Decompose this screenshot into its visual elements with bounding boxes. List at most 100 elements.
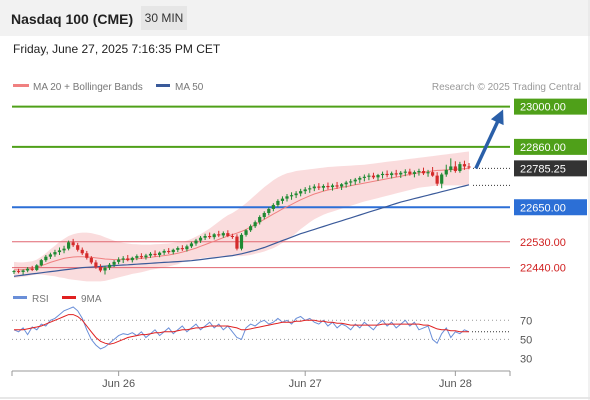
candle <box>203 233 207 241</box>
candle <box>185 244 189 252</box>
candle-body <box>303 189 307 192</box>
candle <box>71 238 75 247</box>
candle-body <box>57 250 62 253</box>
candle-body <box>299 191 303 194</box>
candle-body <box>135 256 139 258</box>
candle-body <box>330 185 335 188</box>
candle <box>226 230 230 238</box>
candle-body <box>399 172 403 175</box>
candle-body <box>226 233 230 236</box>
candle-body <box>130 257 134 261</box>
candle <box>62 245 66 254</box>
candle <box>139 253 143 259</box>
candle <box>171 248 175 255</box>
candle <box>135 254 139 261</box>
candle-body <box>162 250 166 253</box>
candle <box>126 254 130 262</box>
x-tick-label: Jun 27 <box>289 378 322 390</box>
candle-body <box>349 181 353 183</box>
candle <box>53 249 57 257</box>
candle <box>107 263 112 270</box>
rsi-panel: 70 50 30 <box>12 306 532 365</box>
candle-body <box>158 252 162 255</box>
candle-body <box>353 179 357 182</box>
candle-body <box>148 253 153 256</box>
candle-body <box>449 166 453 170</box>
candle-body <box>262 213 266 218</box>
candle <box>421 167 426 176</box>
candle-body <box>198 237 203 241</box>
candle-body <box>285 196 289 199</box>
candle <box>267 207 271 216</box>
candle-body <box>453 166 457 172</box>
level-tag <box>514 98 587 115</box>
candle-body <box>107 264 112 268</box>
timeframe-label: 30 MIN <box>145 11 184 25</box>
candle <box>312 184 316 192</box>
candle <box>399 171 403 178</box>
datetime-label: Friday, June 27, 2025 7:16:35 PM CET <box>13 42 221 56</box>
arrow-head <box>490 109 504 126</box>
candle-body <box>458 164 462 172</box>
candle <box>453 161 457 173</box>
candle <box>385 170 389 178</box>
candle <box>130 256 134 263</box>
candle-body <box>35 265 39 270</box>
price-levels: 23000.00 22860.00 22650.00 22530.00 22440.00… <box>12 98 587 275</box>
legend-swatch-ma20 <box>13 84 29 87</box>
candle-body <box>408 171 412 174</box>
candle-body <box>239 234 244 249</box>
candlesticks <box>12 158 471 275</box>
current-price-tag <box>514 160 587 177</box>
instrument-title: Nasdaq 100 (CME) <box>11 11 133 27</box>
candle-body <box>403 171 407 173</box>
candle <box>285 194 289 202</box>
candle <box>467 162 471 170</box>
candle <box>308 185 312 193</box>
candle-body <box>21 270 25 272</box>
candle <box>326 182 330 190</box>
candle <box>112 260 116 268</box>
candle-body <box>385 173 389 176</box>
candle-body <box>390 173 394 176</box>
candle-body <box>412 172 416 174</box>
candle <box>235 234 239 251</box>
candle <box>462 160 467 170</box>
candle <box>390 171 394 179</box>
candle-body <box>380 173 385 176</box>
candle-body <box>67 242 71 249</box>
timeframe-badge[interactable] <box>141 6 187 30</box>
candle <box>148 252 153 258</box>
level-label: 22650.00 <box>520 202 566 214</box>
candle-body <box>435 175 439 184</box>
candle-body <box>462 164 467 167</box>
candle <box>412 170 416 178</box>
ma20-line <box>14 167 470 271</box>
candle <box>362 174 366 182</box>
candle <box>303 187 307 195</box>
candle-body <box>344 182 348 185</box>
candle <box>299 188 303 197</box>
candle-body <box>112 261 116 265</box>
candle <box>426 169 430 177</box>
candle <box>444 164 448 177</box>
legend-label-ma50: MA 50 <box>175 82 204 93</box>
candle-body <box>417 171 421 173</box>
candle-body <box>167 250 171 253</box>
candle <box>144 253 148 260</box>
candle-body <box>217 234 221 236</box>
candle-body <box>321 185 325 188</box>
candle <box>121 256 125 264</box>
candle-body <box>431 172 435 176</box>
rsi-ma-line <box>14 314 469 345</box>
candle <box>103 265 107 275</box>
candle <box>89 256 93 265</box>
candle <box>289 192 294 200</box>
candle <box>417 168 421 176</box>
candle <box>39 259 43 267</box>
candle-body <box>376 175 380 178</box>
candle <box>180 245 184 251</box>
candle-body <box>208 236 212 238</box>
candle <box>208 232 212 239</box>
candle-body <box>289 195 294 197</box>
